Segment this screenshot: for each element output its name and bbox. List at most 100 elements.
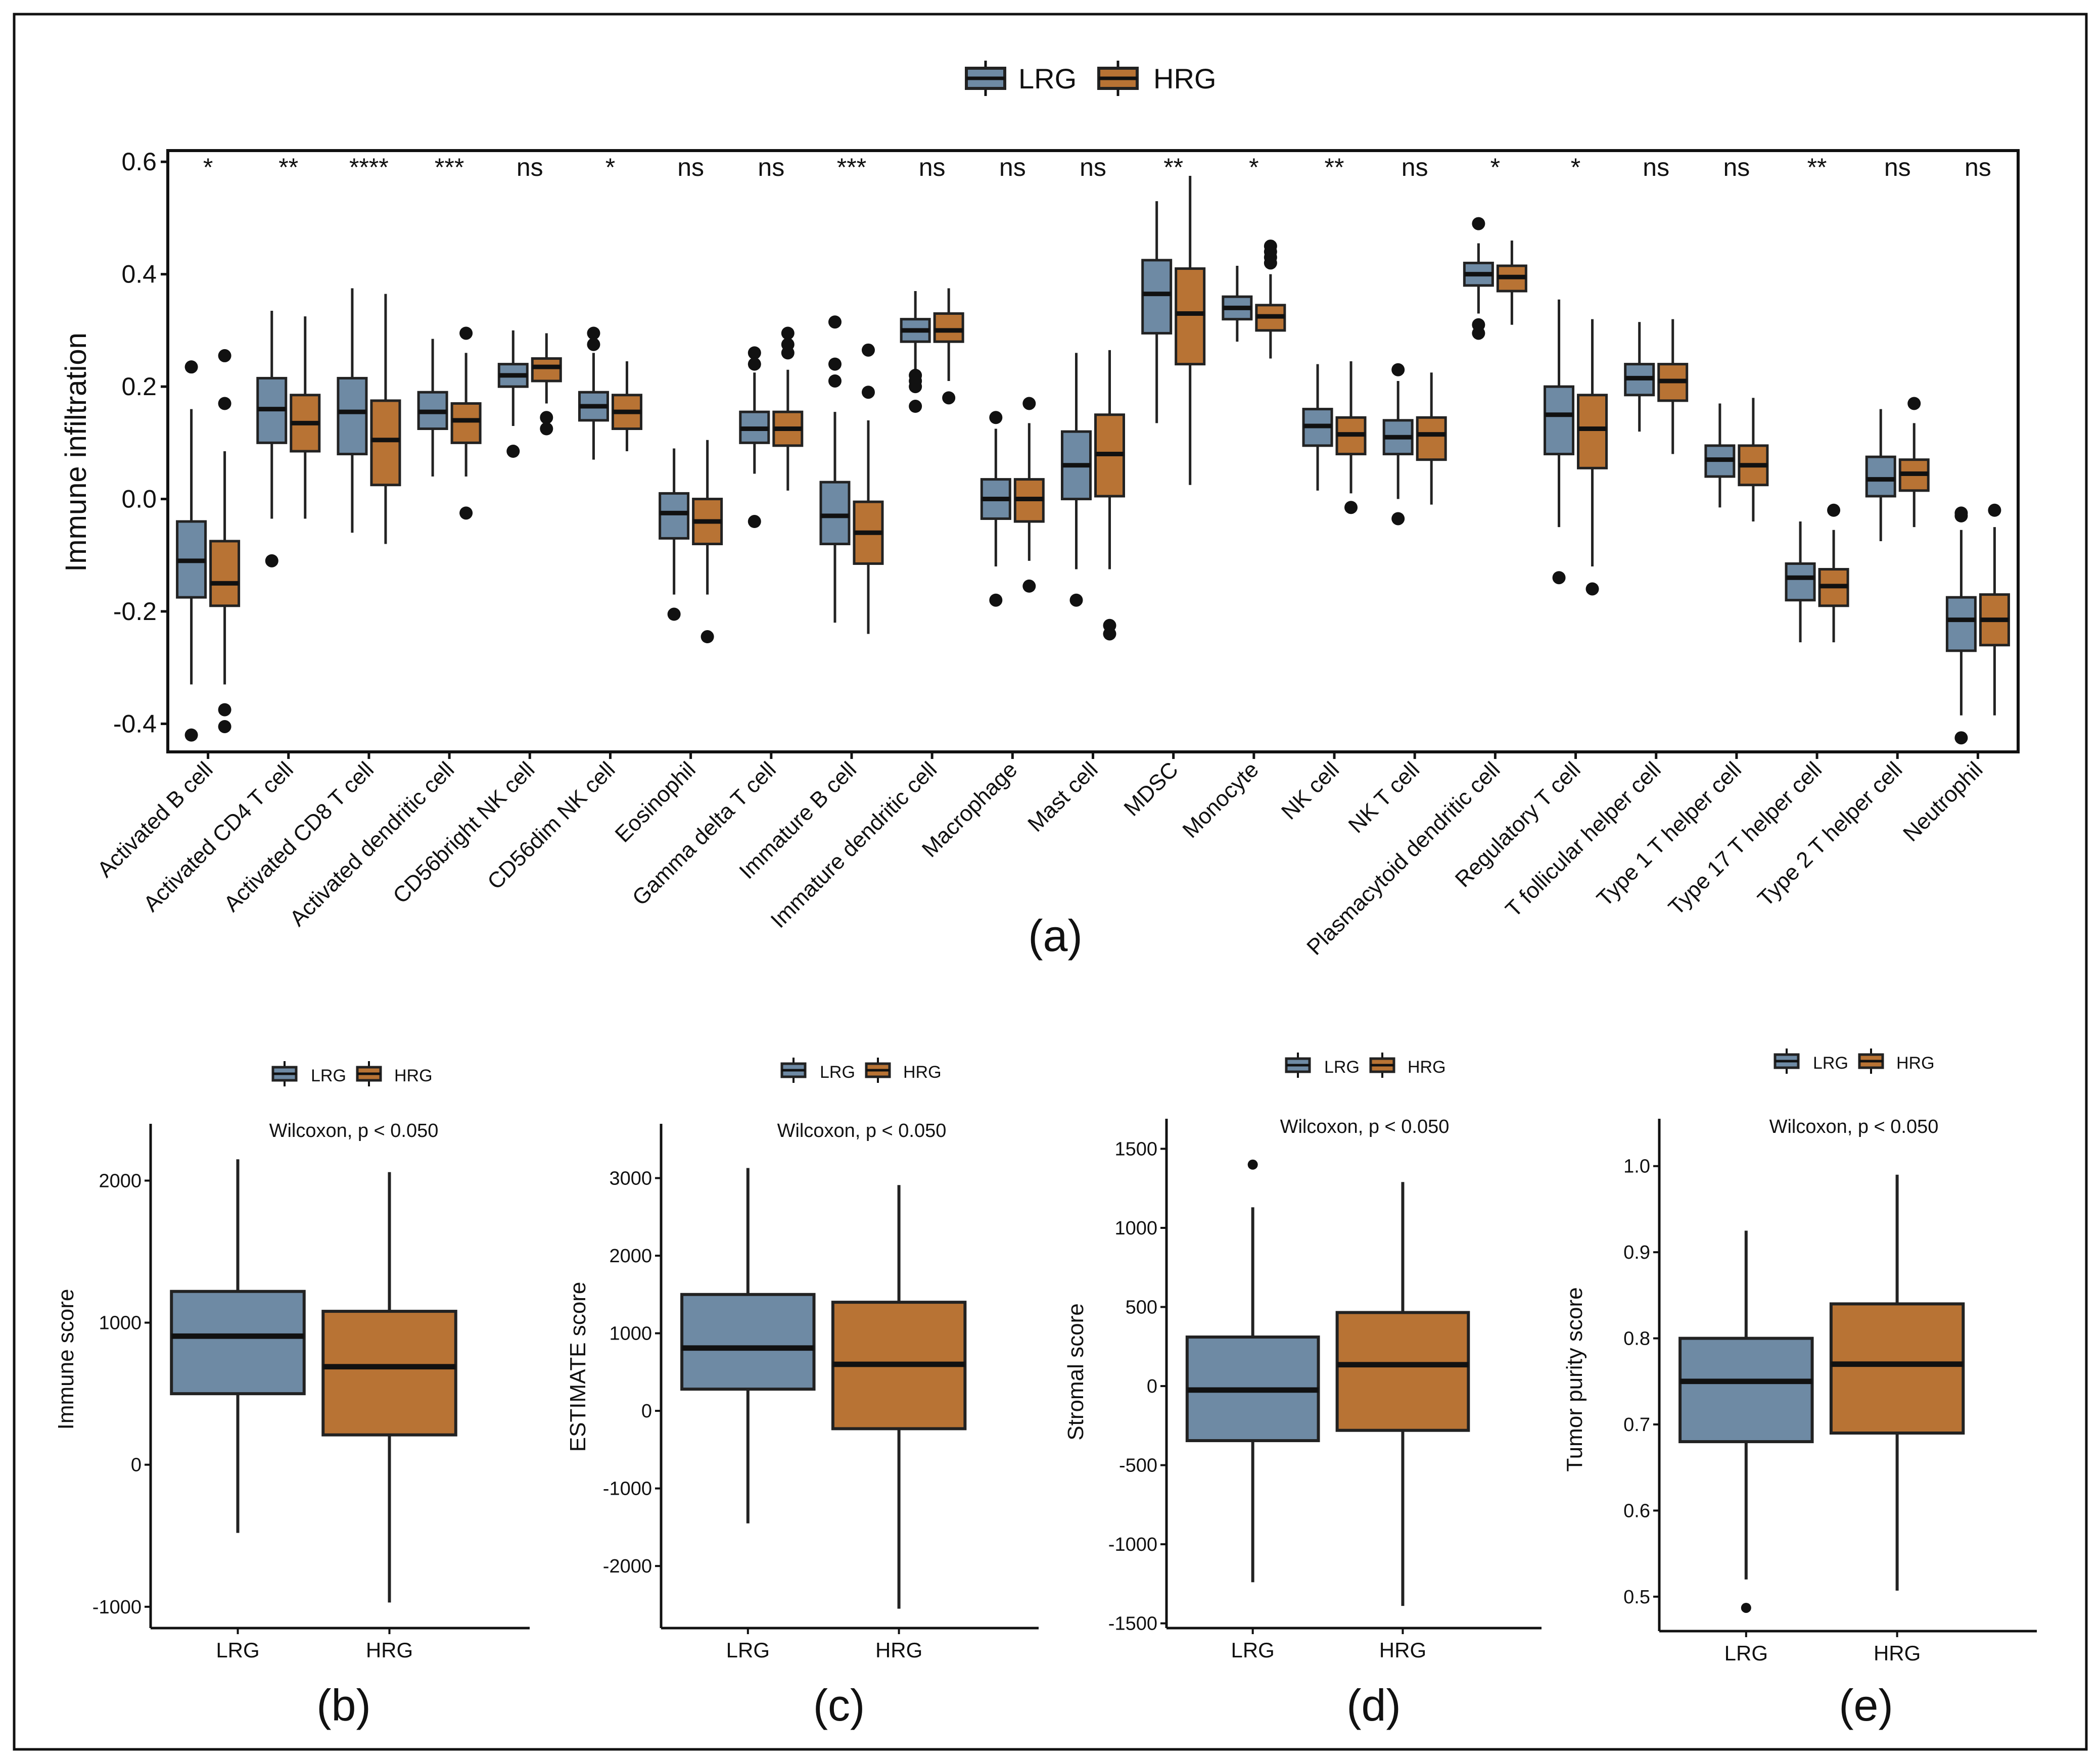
- box-plasmacytoid-dendritic-cell-lrg: [1463, 217, 1494, 340]
- y-tick-label-b-1: 1000: [99, 1313, 142, 1334]
- x-tick-label-b-hrg: HRG: [366, 1638, 413, 1662]
- y-tick-label-b-2: 0: [131, 1455, 142, 1476]
- legend-e-lrg-key: [1774, 1049, 1800, 1074]
- significance-activated-cd4-t-cell: **: [278, 153, 298, 181]
- panel-label-e: (e): [1839, 1680, 1893, 1730]
- box-neutrophil-hrg: [1979, 503, 2010, 716]
- box-neutrophil-lrg: [1945, 506, 1977, 745]
- significance-gamma-delta-t-cell: ns: [758, 153, 784, 181]
- box-activated-cd8-t-cell-hrg: [370, 294, 401, 544]
- box-regulatory-t-cell-hrg-outlier-0: [1585, 582, 1599, 596]
- box-type-2-t-helper-cell-lrg-iqr-box: [1865, 455, 1896, 498]
- box-nk-t-cell-lrg: [1382, 363, 1414, 526]
- panel-label-b: (b): [316, 1680, 371, 1730]
- box-activated-dendritic-cell-hrg: [450, 326, 482, 520]
- box-macrophage-hrg: [1013, 397, 1045, 593]
- box-regulatory-t-cell-lrg-iqr-box: [1544, 385, 1575, 456]
- plot-b-content: 2000 1000 0 -1000 LRG HRG: [92, 1124, 530, 1662]
- legend-c-lrg-label: LRG: [820, 1063, 855, 1082]
- box-monocyte-lrg: [1222, 265, 1253, 342]
- box-cd56bright-nk-cell-lrg: [497, 330, 529, 458]
- box-immature-dendritic-cell-hrg: [933, 288, 964, 405]
- plot-e-content: 1.0 0.9 0.8 0.7 0.6 0.5 LRG HRG: [1623, 1119, 2037, 1665]
- x-tick-label-b-lrg: LRG: [216, 1638, 259, 1662]
- y-tick-label-b-3: -1000: [92, 1597, 142, 1618]
- x-tick-label-e-lrg: LRG: [1724, 1641, 1768, 1665]
- y-axis-title-e: Tumor purity score: [1562, 1287, 1587, 1471]
- y-tick-label-d-2: 500: [1126, 1297, 1157, 1318]
- box-mdsc-lrg: [1141, 201, 1173, 423]
- significance-t-follicular-helper-cell: ns: [1643, 153, 1669, 181]
- legend-b: LRG HRG: [271, 1061, 433, 1086]
- box-nk-cell-hrg: [1335, 361, 1367, 514]
- plot-d: 1500 1000 500 0 -500 -1000 -1500 LRG HRG Wilcoxo…: [1063, 1116, 1542, 1662]
- y-axis-a: 0.6 0.4 0.2 0.0 -0.2 -0.4: [113, 148, 168, 738]
- y-tick-label-e-2: 0.8: [1623, 1328, 1650, 1350]
- y-tick-label-c-0: 3000: [609, 1168, 652, 1189]
- y-axis-title-d: Stromal score: [1063, 1303, 1088, 1440]
- box-macrophage-hrg-outlier-1: [1022, 579, 1036, 593]
- panel-d: LRG HRG 1500 1000 500 0 -500 -1000 -1500 LRG HRG…: [1063, 1053, 1542, 1730]
- x-tick-label-d-lrg: LRG: [1231, 1638, 1274, 1662]
- significance-plasmacytoid-dendritic-cell: *: [1490, 153, 1500, 181]
- y-axis-title-a: Immune infiltration: [60, 332, 92, 572]
- box-activated-cd8-t-cell-lrg: [337, 288, 368, 533]
- box-mast-cell-lrg-outlier-0: [1069, 593, 1083, 607]
- box-eosinophil-hrg: [692, 440, 723, 644]
- significance-type-17-t-helper-cell: **: [1807, 153, 1827, 181]
- box-e-lrg-outlier-0: [1741, 1602, 1751, 1613]
- box-mast-cell-hrg: [1094, 350, 1125, 641]
- legend-d-lrg-label: LRG: [1324, 1058, 1360, 1077]
- legend-a-lrg-label: LRG: [1018, 63, 1077, 94]
- significance-regulatory-t-cell: *: [1571, 153, 1580, 181]
- significance-eosinophil: ns: [677, 153, 704, 181]
- legend-e: LRG HRG: [1774, 1049, 1935, 1074]
- box-regulatory-t-cell-hrg: [1577, 319, 1608, 596]
- box-gamma-delta-t-cell-lrg-outlier-2: [748, 515, 761, 529]
- box-regulatory-t-cell-lrg-outlier-0: [1552, 571, 1566, 585]
- box-eosinophil-hrg-outlier-0: [701, 630, 714, 644]
- legend-b-hrg-key: [356, 1061, 382, 1086]
- box-macrophage-lrg-outlier-0: [989, 411, 1003, 424]
- y-tick-label-d-4: -500: [1119, 1455, 1157, 1476]
- legend-b-lrg-label: LRG: [311, 1066, 346, 1085]
- box-type-17-t-helper-cell-hrg-outlier-0: [1827, 503, 1841, 517]
- legend-d-hrg-key: [1369, 1053, 1395, 1078]
- box-immature-b-cell-lrg-outlier-0: [828, 315, 842, 329]
- significance-activated-cd8-t-cell: ****: [349, 153, 389, 181]
- significance-nk-t-cell: ns: [1402, 153, 1428, 181]
- box-mast-cell-hrg-outlier-1: [1103, 627, 1116, 641]
- plot-b: 2000 1000 0 -1000 LRG HRG Wilcoxon, p < 0.050…: [54, 1120, 530, 1662]
- boxes-a: [176, 176, 2010, 745]
- box-neutrophil-lrg-iqr-box: [1945, 596, 1977, 652]
- box-c-lrg: [680, 1168, 816, 1523]
- legend-a: LRG HRG: [965, 61, 1216, 96]
- box-eosinophil-lrg-outlier-0: [667, 607, 681, 621]
- box-cd56dim-nk-cell-lrg-outlier-1: [587, 338, 600, 351]
- significance-cd56dim-nk-cell: *: [605, 153, 615, 181]
- y-tick-label-a-4: -0.2: [113, 597, 157, 626]
- y-tick-label-e-0: 1.0: [1623, 1156, 1650, 1177]
- box-immature-dendritic-cell-hrg-outlier-0: [942, 391, 956, 405]
- box-immature-b-cell-lrg-outlier-1: [828, 357, 842, 371]
- box-activated-dendritic-cell-hrg-outlier-0: [459, 326, 473, 340]
- y-tick-label-d-3: 0: [1147, 1376, 1157, 1397]
- box-cd56bright-nk-cell-hrg-outlier-0: [540, 411, 553, 424]
- plot-c-content: 3000 2000 1000 0 -1000 -2000 LRG HRG: [603, 1124, 1039, 1662]
- box-eosinophil-lrg-iqr-box: [659, 492, 690, 540]
- box-cd56bright-nk-cell-hrg-outlier-1: [540, 422, 553, 436]
- box-immature-dendritic-cell-lrg: [900, 291, 931, 413]
- box-activated-b-cell-hrg-outlier-2: [218, 703, 231, 717]
- y-tick-label-e-4: 0.6: [1623, 1500, 1650, 1521]
- y-tick-label-a-5: -0.4: [113, 709, 157, 738]
- x-tick-label-e-hrg: HRG: [1874, 1641, 1921, 1665]
- legend-e-hrg-key: [1858, 1049, 1884, 1074]
- box-regulatory-t-cell-lrg: [1544, 299, 1575, 585]
- y-axis-title-b: Immune score: [54, 1289, 78, 1430]
- box-cd56bright-nk-cell-hrg-iqr-box: [531, 357, 562, 383]
- significance-mast-cell: ns: [1080, 153, 1106, 181]
- y-tick-label-c-2: 1000: [609, 1323, 652, 1345]
- y-tick-label-e-1: 0.9: [1623, 1242, 1650, 1263]
- box-activated-cd8-t-cell-lrg-iqr-box: [337, 376, 368, 456]
